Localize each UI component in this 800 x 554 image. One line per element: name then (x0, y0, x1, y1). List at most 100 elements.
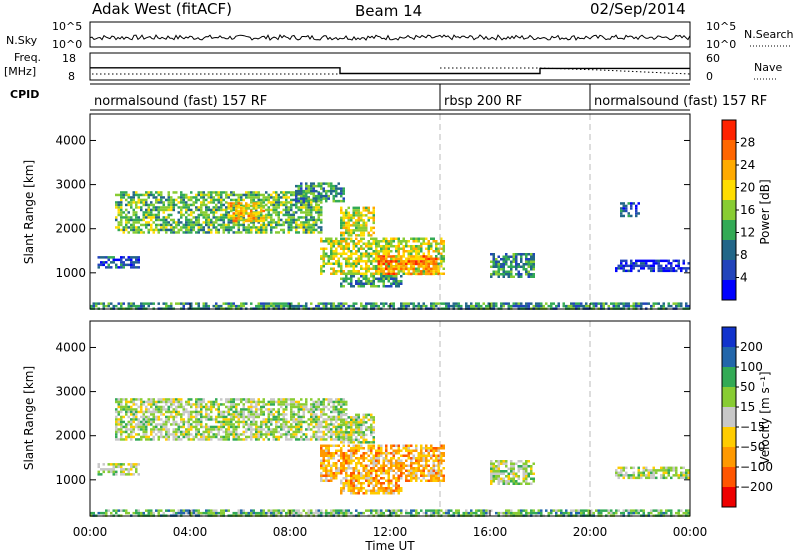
echo-cell (302, 405, 305, 409)
echo-cell (265, 435, 268, 439)
echo-cell (192, 211, 195, 214)
echo-cell (235, 428, 238, 431)
echo-cell (645, 262, 648, 265)
echo-cell (502, 275, 505, 278)
echo-cell (327, 403, 330, 406)
echo-cell (180, 400, 183, 404)
echo-cell (372, 240, 375, 243)
echo-cell (305, 221, 308, 224)
echo-cell (325, 255, 328, 258)
echo-cell (235, 201, 238, 204)
echo-cell (125, 430, 128, 434)
echo-cell (117, 228, 120, 232)
echo-cell (362, 492, 365, 495)
echo-cell (177, 231, 180, 234)
echo-cell (345, 252, 348, 255)
echo-cell (140, 193, 143, 197)
echo-cell (237, 304, 240, 308)
echo-cell (332, 262, 335, 265)
echo-cell (305, 182, 308, 185)
echo-cell (510, 268, 513, 271)
echo-cell (117, 226, 120, 229)
echo-cell (377, 270, 380, 273)
echo-cell (322, 444, 325, 447)
echo-cell (147, 228, 150, 232)
echo-cell (120, 221, 123, 224)
echo-cell (352, 231, 355, 235)
echo-cell (370, 413, 373, 417)
echo-cell (415, 245, 418, 248)
echo-cell (405, 245, 408, 248)
echo-cell (242, 403, 245, 406)
echo-cell (527, 304, 530, 308)
echo-cell (305, 208, 308, 212)
echo-cell (202, 400, 205, 404)
echo-cell (387, 272, 390, 276)
echo-cell (227, 398, 230, 401)
echo-cell (225, 415, 228, 419)
echo-cell (142, 400, 145, 404)
echo-cell (297, 192, 300, 195)
echo-cell (360, 280, 363, 283)
echo-cell (340, 224, 343, 227)
echo-cell (172, 403, 175, 406)
echo-cell (227, 223, 230, 227)
echo-cell (140, 218, 143, 222)
echo-cell (502, 260, 505, 263)
echo-cell (242, 198, 245, 202)
echo-cell (162, 408, 165, 411)
echo-cell (225, 302, 228, 305)
echo-cell (507, 475, 510, 478)
echo-cell (125, 221, 128, 224)
echo-cell (415, 457, 418, 460)
echo-cell (410, 260, 413, 263)
echo-cell (150, 410, 153, 414)
echo-cell (350, 231, 353, 235)
echo-cell (382, 302, 385, 305)
echo-cell (105, 468, 108, 471)
echo-cell (120, 430, 123, 434)
echo-cell (677, 259, 680, 263)
echo-cell (325, 192, 328, 195)
echo-cell (357, 226, 360, 230)
echo-cell (130, 463, 133, 466)
echo-cell (360, 282, 363, 285)
echo-cell (520, 304, 523, 308)
echo-cell (280, 203, 283, 207)
echo-cell (392, 454, 395, 457)
echo-cell (630, 214, 633, 218)
echo-cell (252, 433, 255, 436)
echo-cell (432, 477, 435, 480)
echo-cell (147, 223, 150, 227)
echo-cell (220, 216, 223, 219)
echo-cell (372, 275, 375, 278)
echo-cell (190, 403, 193, 406)
echo-cell (120, 435, 123, 439)
echo-cell (362, 226, 365, 230)
echo-cell (672, 267, 675, 270)
echo-cell (247, 223, 250, 227)
echo-cell (245, 196, 248, 199)
echo-cell (410, 469, 413, 472)
echo-cell (377, 467, 380, 470)
echo-cell (390, 459, 393, 462)
echo-cell (330, 472, 333, 475)
echo-cell (377, 487, 380, 490)
echo-cell (322, 262, 325, 265)
echo-cell (405, 257, 408, 261)
echo-cell (195, 218, 198, 222)
echo-cell (360, 431, 363, 434)
echo-cell (135, 211, 138, 214)
echo-cell (407, 469, 410, 472)
echo-cell (232, 217, 235, 220)
echo-cell (315, 430, 318, 434)
echo-cell (182, 410, 185, 414)
echo-cell (657, 269, 660, 273)
echo-cell (512, 467, 515, 470)
echo-cell (420, 479, 423, 482)
echo-cell (342, 413, 345, 417)
echo-cell (267, 438, 270, 441)
echo-cell (667, 304, 670, 308)
echo-cell (420, 452, 423, 455)
echo-cell (327, 449, 330, 452)
